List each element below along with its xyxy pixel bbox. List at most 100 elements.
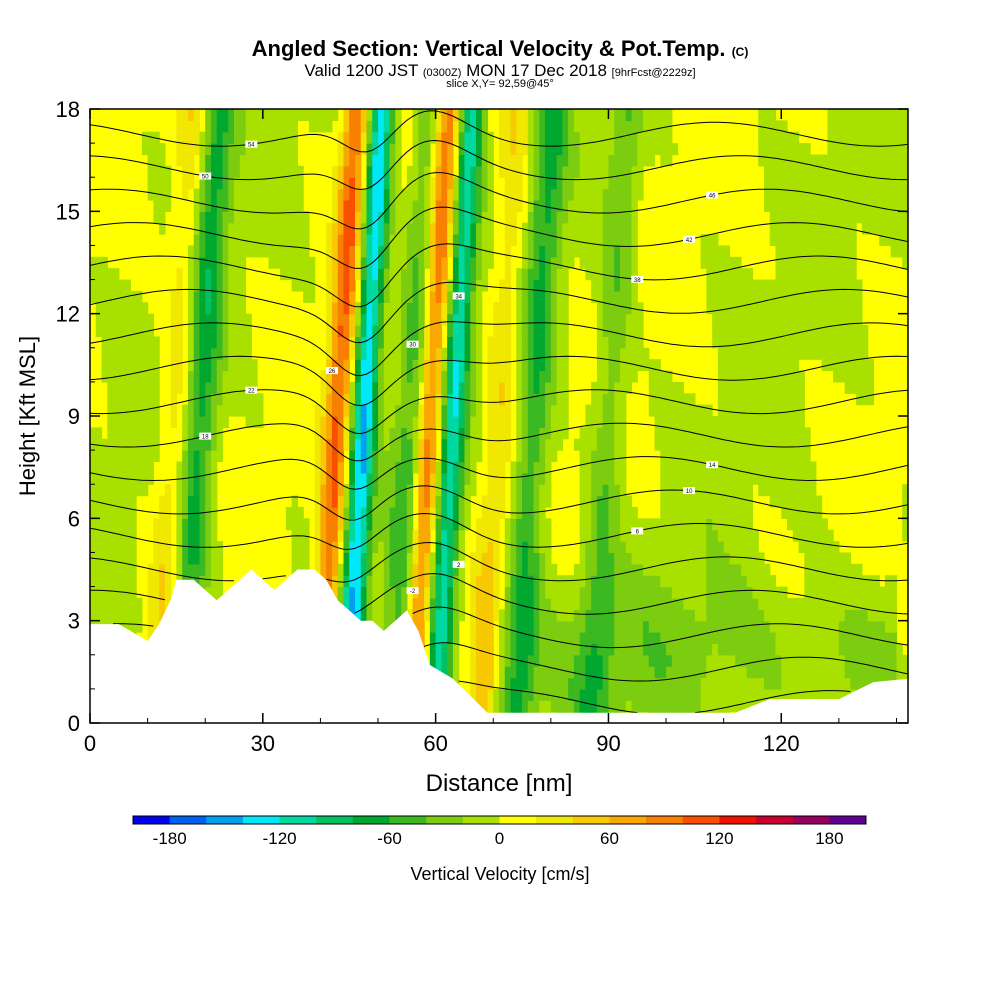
velocity-cell [683, 427, 690, 440]
velocity-cell [441, 279, 448, 292]
velocity-cell [210, 347, 218, 360]
velocity-cell [187, 347, 195, 360]
velocity-cell [331, 404, 339, 417]
velocity-cell [412, 177, 419, 190]
velocity-cell [550, 427, 558, 440]
velocity-cell [176, 495, 183, 508]
velocity-cell [608, 461, 615, 474]
velocity-cell [383, 336, 391, 349]
velocity-cell [527, 188, 535, 201]
velocity-cell [700, 700, 707, 713]
velocity-cell [689, 427, 696, 440]
velocity-cell [602, 563, 610, 576]
velocity-cell [475, 677, 483, 690]
velocity-cell [781, 393, 788, 406]
velocity-cell [239, 370, 247, 383]
velocity-cell [666, 370, 673, 383]
velocity-cell [441, 552, 448, 565]
velocity-cell [591, 290, 598, 303]
velocity-cell [556, 165, 563, 178]
velocity-cell [360, 416, 368, 428]
velocity-cell [360, 381, 368, 394]
velocity-cell [475, 256, 483, 269]
velocity-cell [723, 552, 731, 565]
velocity-cell [516, 177, 523, 190]
velocity-cell [343, 359, 350, 372]
velocity-cell [464, 416, 471, 428]
velocity-cell [210, 188, 218, 201]
velocity-cell [90, 427, 97, 440]
velocity-cell [389, 199, 396, 212]
velocity-cell [827, 313, 834, 326]
velocity-cell [608, 677, 615, 690]
velocity-cell [821, 563, 828, 576]
velocity-cell [545, 268, 552, 281]
velocity-cell [539, 609, 546, 622]
velocity-cell [147, 472, 154, 485]
velocity-cell [170, 302, 178, 315]
velocity-cell [424, 359, 431, 372]
velocity-cell [101, 575, 108, 588]
velocity-cell [493, 575, 500, 588]
velocity-cell [107, 586, 114, 599]
velocity-cell [487, 666, 494, 679]
velocity-cell [504, 268, 512, 281]
velocity-cell [746, 359, 754, 372]
velocity-cell [401, 279, 408, 292]
velocity-cell [804, 290, 811, 303]
velocity-cell [199, 438, 206, 451]
velocity-cell [654, 541, 661, 554]
velocity-cell [481, 506, 489, 519]
velocity-cell [210, 359, 218, 372]
velocity-cell [452, 609, 460, 622]
velocity-cell [683, 597, 690, 610]
velocity-cell [326, 506, 333, 519]
velocity-cell [902, 506, 908, 519]
velocity-cell [326, 245, 333, 258]
velocity-cell [522, 302, 529, 315]
velocity-cell [452, 506, 460, 519]
velocity-cell [527, 427, 535, 440]
velocity-cell [861, 370, 869, 383]
velocity-cell [798, 597, 805, 610]
velocity-cell [136, 313, 143, 326]
velocity-cell [372, 472, 379, 485]
velocity-cell [199, 575, 206, 588]
velocity-cell [124, 575, 131, 588]
velocity-cell [475, 620, 483, 633]
velocity-cell [775, 643, 782, 656]
velocity-cell [792, 256, 800, 269]
velocity-cell [769, 484, 777, 497]
velocity-cell [539, 234, 546, 247]
velocity-cell [671, 609, 679, 622]
velocity-cell [447, 325, 454, 338]
velocity-cell [775, 484, 782, 497]
velocity-cell [136, 472, 143, 485]
velocity-cell [406, 495, 414, 508]
velocity-cell [510, 620, 517, 633]
velocity-cell [164, 165, 172, 178]
velocity-cell [493, 325, 500, 338]
velocity-cell [101, 325, 108, 338]
velocity-cell [717, 677, 725, 690]
velocity-cell [337, 325, 345, 338]
velocity-cell [510, 597, 517, 610]
velocity-cell [867, 211, 875, 224]
velocity-cell [810, 609, 817, 622]
velocity-cell [804, 279, 811, 292]
velocity-cell [331, 450, 339, 463]
velocity-cell [360, 347, 368, 360]
velocity-cell [458, 279, 466, 292]
velocity-cell [781, 677, 788, 690]
velocity-cell [475, 541, 483, 554]
velocity-cell [424, 381, 431, 394]
velocity-cell [717, 666, 725, 679]
velocity-cell [700, 632, 707, 645]
velocity-cell [170, 347, 178, 360]
velocity-cell [539, 586, 546, 599]
velocity-cell [591, 700, 598, 713]
velocity-cell [481, 177, 489, 190]
velocity-cell [804, 563, 811, 576]
velocity-cell [216, 416, 224, 428]
velocity-cell [499, 472, 506, 485]
